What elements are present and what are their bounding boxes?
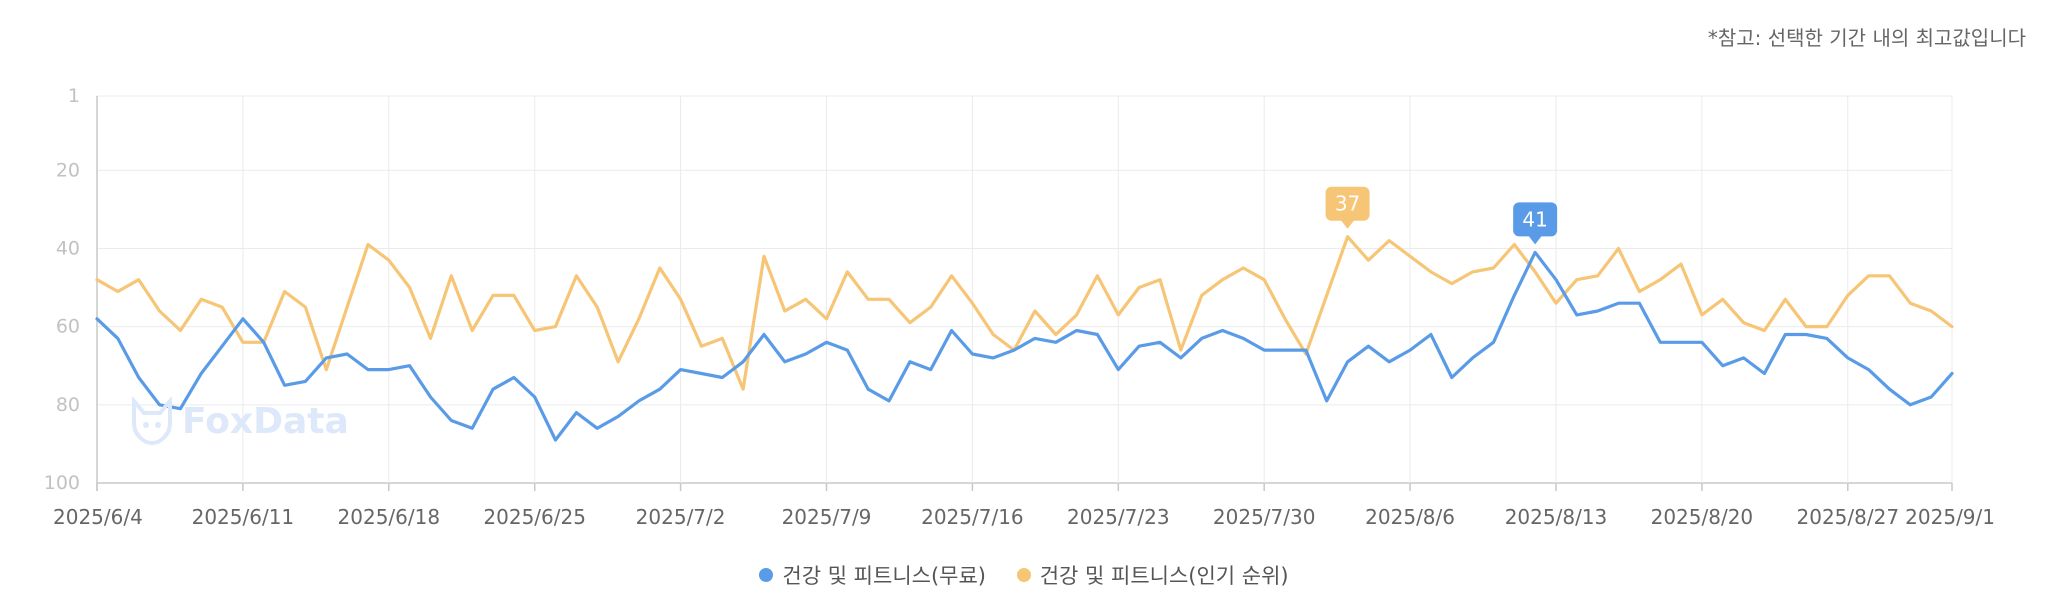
x-tick-label: 2025/6/18	[338, 505, 441, 529]
y-tick-label: 20	[56, 159, 80, 181]
series-line	[95, 250, 1954, 442]
peak-pointer	[1528, 235, 1543, 245]
x-tick-label: 2025/7/9	[782, 505, 872, 529]
legend-label-free: 건강 및 피트니스(무료)	[782, 564, 986, 588]
chart-legend: 건강 및 피트니스(무료) 건강 및 피트니스(인기 순위)	[0, 560, 2048, 590]
x-tick-label: 2025/6/25	[483, 505, 586, 529]
peak-bubble	[1325, 186, 1370, 221]
y-tick-label: 40	[56, 237, 80, 259]
x-tick-label: 2025/7/2	[636, 505, 726, 529]
peak-label: 41	[1513, 202, 1558, 245]
x-tick-label: 2025/7/16	[921, 505, 1024, 529]
x-tick-label: 2025/8/6	[1365, 505, 1455, 529]
y-tick-label: 1	[68, 85, 80, 107]
fox-logo-icon	[132, 397, 172, 445]
series-line	[95, 235, 1954, 391]
x-tick-label: 2025/6/11	[192, 505, 295, 529]
x-tick-label: 2025/8/27	[1797, 505, 1900, 529]
y-tick-label: 100	[44, 472, 80, 494]
legend-item-popular[interactable]: 건강 및 피트니스(인기 순위)	[1016, 560, 1289, 590]
peak-value: 37	[1335, 192, 1360, 216]
y-axis: 1 20 40 60 80 100	[44, 85, 80, 494]
x-axis: 2025/6/4 2025/6/11 2025/6/18 2025/6/25 2025/…	[53, 505, 1995, 529]
legend-label-popular: 건강 및 피트니스(인기 순위)	[1039, 564, 1289, 588]
peak-pointer	[1340, 219, 1355, 229]
foxdata-watermark: FoxData	[130, 397, 349, 445]
y-tick-label: 60	[56, 316, 80, 338]
x-tick-label: 2025/7/23	[1067, 505, 1170, 529]
x-tick-label: 2025/7/30	[1213, 505, 1316, 529]
peak-bubble	[1513, 202, 1558, 237]
peak-label: 37	[1325, 186, 1370, 229]
legend-dot-free	[759, 568, 774, 582]
x-tick-label: 2025/6/4	[53, 505, 143, 529]
peak-value: 41	[1522, 207, 1547, 231]
legend-dot-popular	[1016, 568, 1031, 582]
chart-peak-labels: 41 37	[1325, 186, 1558, 245]
x-tick-label: 2025/9/1	[1905, 505, 1995, 529]
x-tick-label: 2025/8/13	[1505, 505, 1608, 529]
chart-grid	[96, 95, 1953, 491]
y-tick-label: 80	[56, 394, 80, 416]
legend-item-free[interactable]: 건강 및 피트니스(무료)	[759, 560, 986, 590]
x-tick-label: 2025/8/20	[1651, 505, 1754, 529]
watermark-text: FoxData	[182, 400, 349, 442]
chart-series	[95, 235, 1954, 442]
chart-note: *참고: 선택한 기간 내의 최고값입니다	[1707, 26, 2026, 50]
